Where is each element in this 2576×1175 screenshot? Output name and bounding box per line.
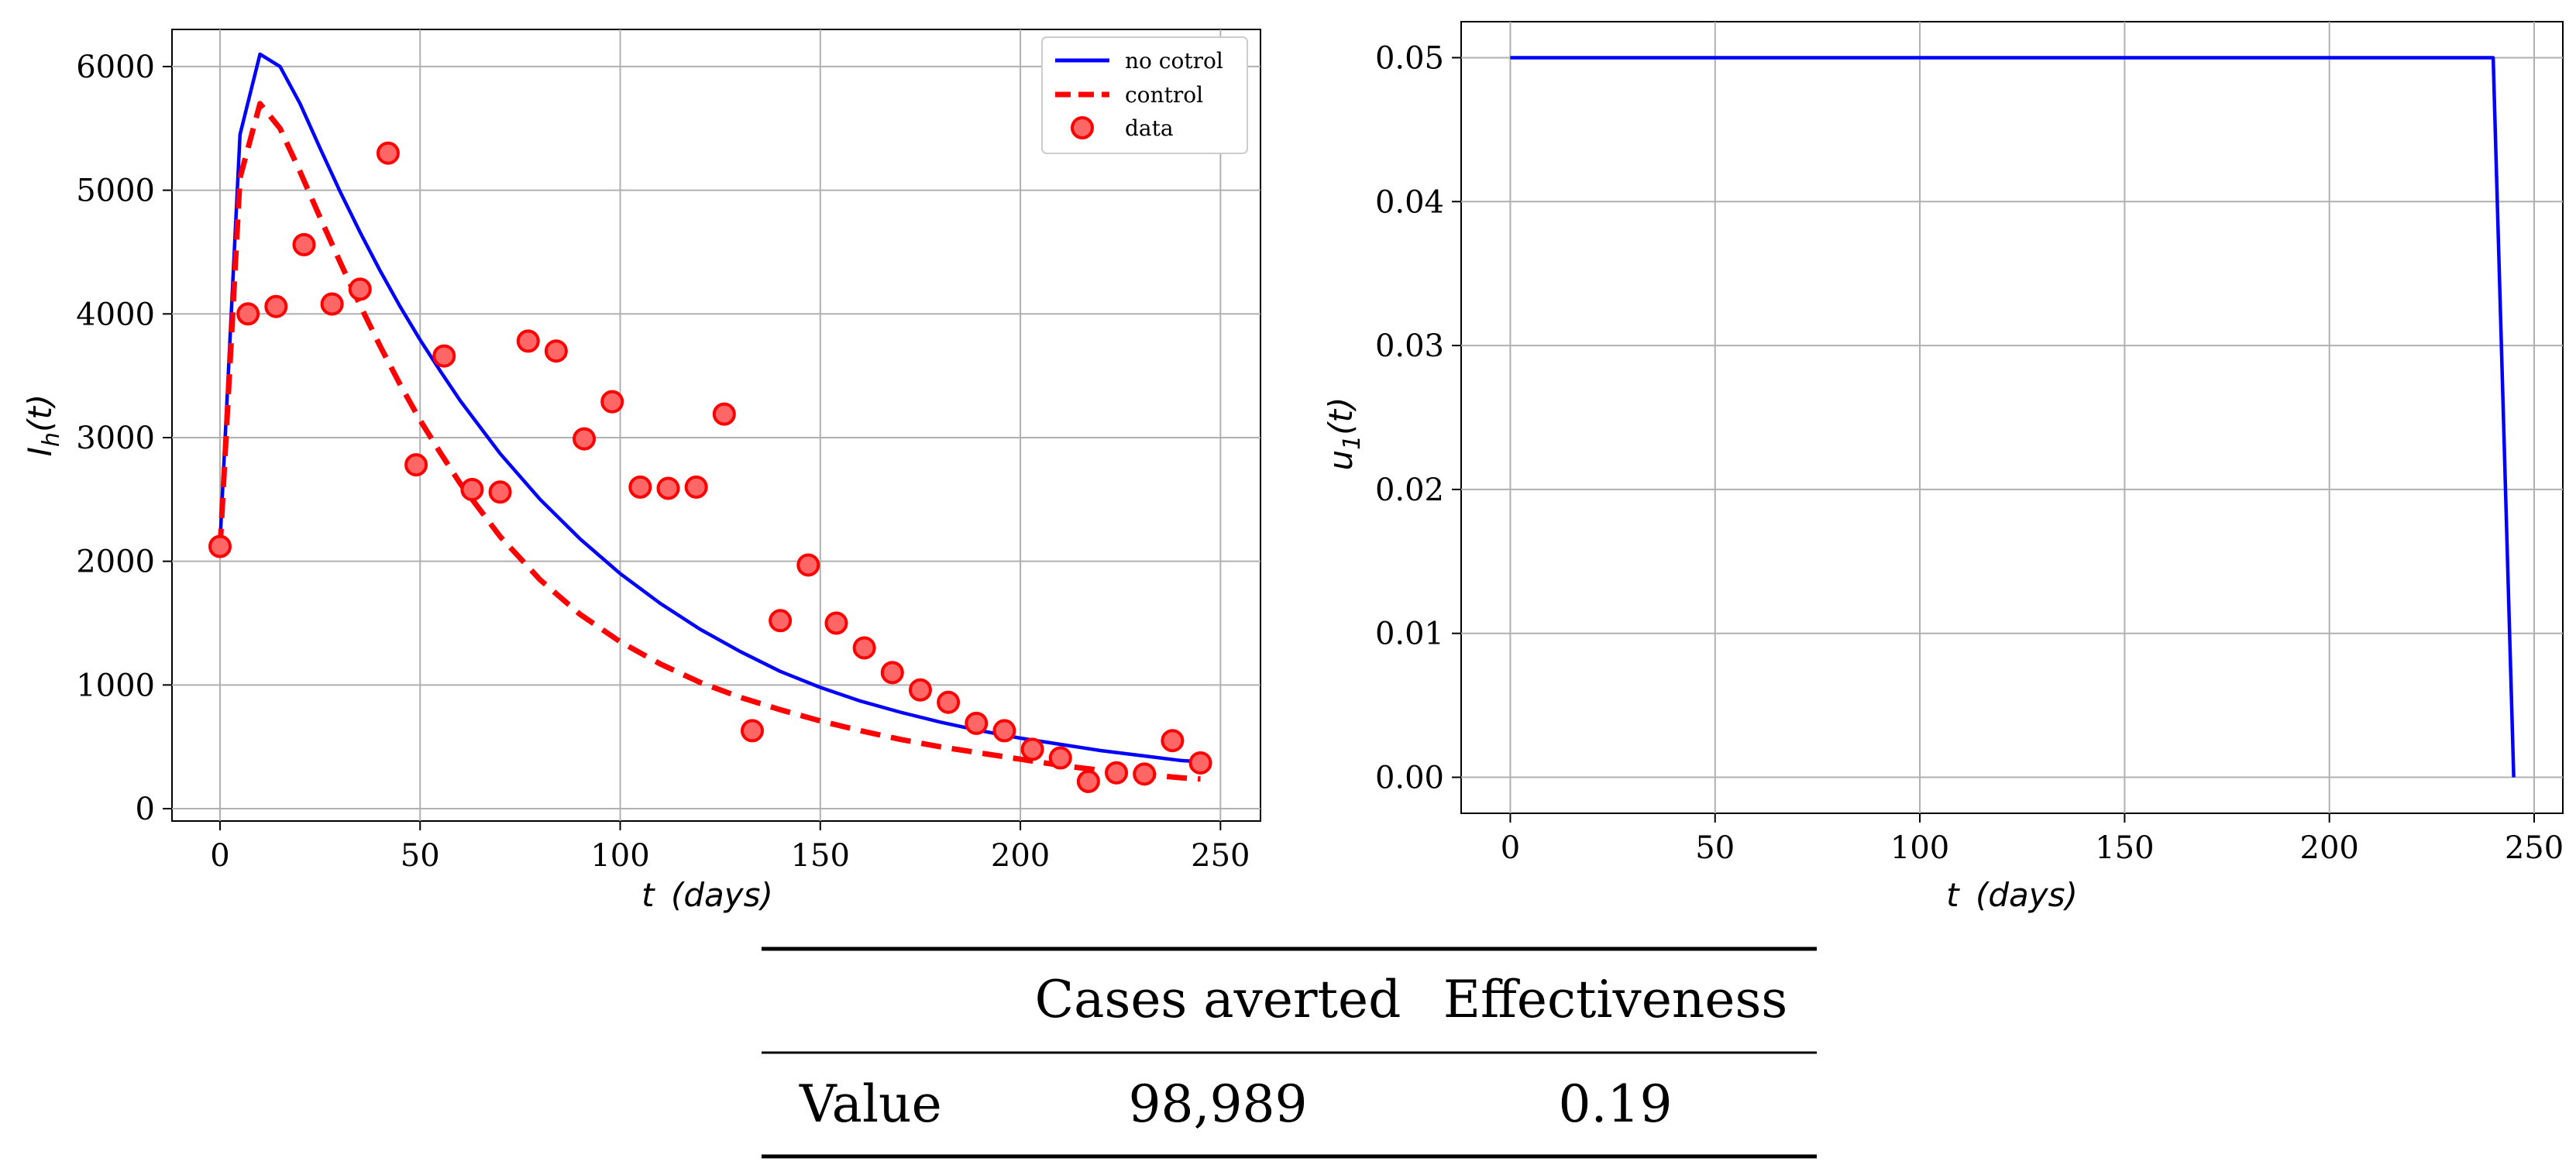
x-tick-label: 150 <box>791 838 850 874</box>
x-tick-label: 50 <box>401 838 440 874</box>
x-tick-label: 100 <box>1890 830 1949 866</box>
y-tick-label: 0.05 <box>1375 40 1444 76</box>
data-point <box>1048 746 1072 770</box>
x-axis-label: t (days) <box>1946 876 2078 914</box>
y-tick-label: 3000 <box>76 421 155 456</box>
y-axis-label: Ih(t) <box>21 394 65 457</box>
x-tick-label: 0 <box>210 838 229 874</box>
chart-infected-humans: 0 50 100 150 200 250 0 1000 2000 3000 4000 5000 600… <box>21 29 1261 914</box>
data-point <box>1133 762 1157 786</box>
data-point <box>1161 729 1185 753</box>
x-tick-label: 50 <box>1695 830 1735 866</box>
data-point <box>488 480 512 504</box>
data-point <box>796 553 820 577</box>
data-point <box>376 141 400 165</box>
data-points <box>208 141 1212 793</box>
series-layer <box>217 52 1201 782</box>
table-cell-effectiveness: 0.19 <box>1559 1074 1673 1134</box>
y-tick-label: 0.02 <box>1375 472 1444 508</box>
data-point <box>992 719 1016 743</box>
y-ticks: 0 1000 2000 3000 4000 5000 6000 <box>76 50 172 827</box>
series-line-control <box>217 101 1201 782</box>
legend: no cotrol control data <box>1041 36 1248 154</box>
table-header-effectiveness: Effectiveness <box>1443 970 1787 1029</box>
x-tick-label: 200 <box>991 838 1050 874</box>
series-line-u1 <box>1510 56 2516 778</box>
x-axis-label: t (days) <box>641 876 773 914</box>
data-point <box>769 609 793 633</box>
series-line-no-cotrol <box>218 52 1201 764</box>
data-point <box>965 711 989 735</box>
table-header-cases-averted: Cases averted <box>1035 970 1401 1029</box>
y-tick-label: 5000 <box>76 174 155 209</box>
x-tick-label: 0 <box>1501 830 1520 866</box>
y-tick-label: 6000 <box>76 50 155 85</box>
data-point <box>348 277 372 301</box>
data-point <box>544 339 568 363</box>
data-point <box>937 690 961 714</box>
legend-marker-data <box>1071 116 1094 139</box>
chart-control-u1: 0 50 100 150 200 250 0.00 0.01 0.02 0.03 0.04 0.05… <box>1322 21 2564 914</box>
data-point <box>236 302 260 326</box>
results-table: Cases averted Effectiveness Value 98,989… <box>762 947 1817 1159</box>
y-tick-label: 0.00 <box>1375 761 1444 796</box>
data-point <box>460 478 484 502</box>
data-point <box>292 232 316 256</box>
data-point <box>908 678 932 702</box>
data-point <box>1105 761 1129 785</box>
y-tick-label: 4000 <box>76 297 155 332</box>
y-tick-label: 1000 <box>76 668 155 703</box>
x-ticks: 0 50 100 150 200 250 <box>210 821 1250 874</box>
data-point <box>852 636 876 660</box>
data-point <box>404 453 428 477</box>
table-cell-cases-averted: 98,989 <box>1129 1074 1308 1134</box>
legend-label-no-control: no cotrol <box>1125 48 1223 74</box>
data-point <box>264 294 288 318</box>
y-tick-label: 0.01 <box>1375 617 1444 652</box>
data-point <box>712 402 736 426</box>
y-tick-label: 2000 <box>76 545 155 580</box>
data-point <box>516 329 540 353</box>
data-point <box>684 475 708 499</box>
plot-frame <box>1460 21 2564 814</box>
y-tick-label: 0 <box>136 792 155 827</box>
data-point <box>824 611 848 635</box>
data-point <box>628 475 652 499</box>
data-point <box>208 534 232 558</box>
data-point <box>1076 769 1100 793</box>
y-axis-label: u1(t) <box>1322 397 1366 471</box>
x-tick-label: 100 <box>590 838 649 874</box>
series-layer <box>1510 56 2516 778</box>
data-point <box>573 427 597 451</box>
gridlines <box>1461 22 2563 813</box>
legend-label-data: data <box>1125 115 1174 141</box>
x-tick-label: 200 <box>2300 830 2359 866</box>
data-point <box>656 476 680 500</box>
x-tick-label: 150 <box>2095 830 2154 866</box>
plot-frame <box>171 29 1261 822</box>
data-point <box>320 292 344 316</box>
y-tick-label: 0.03 <box>1375 328 1444 364</box>
x-tick-label: 250 <box>1191 838 1250 874</box>
data-point <box>1020 737 1044 761</box>
y-ticks: 0.00 0.01 0.02 0.03 0.04 0.05 <box>1375 40 1461 796</box>
table-row-label-value: Value <box>799 1074 942 1134</box>
y-tick-label: 0.04 <box>1375 184 1444 220</box>
data-point <box>600 390 624 414</box>
data-point <box>432 344 456 368</box>
x-ticks: 0 50 100 150 200 250 <box>1501 813 2564 866</box>
data-point <box>880 661 904 685</box>
legend-label-control: control <box>1125 82 1203 108</box>
data-point <box>1188 751 1212 775</box>
data-point <box>740 719 764 743</box>
x-tick-label: 250 <box>2505 830 2564 866</box>
